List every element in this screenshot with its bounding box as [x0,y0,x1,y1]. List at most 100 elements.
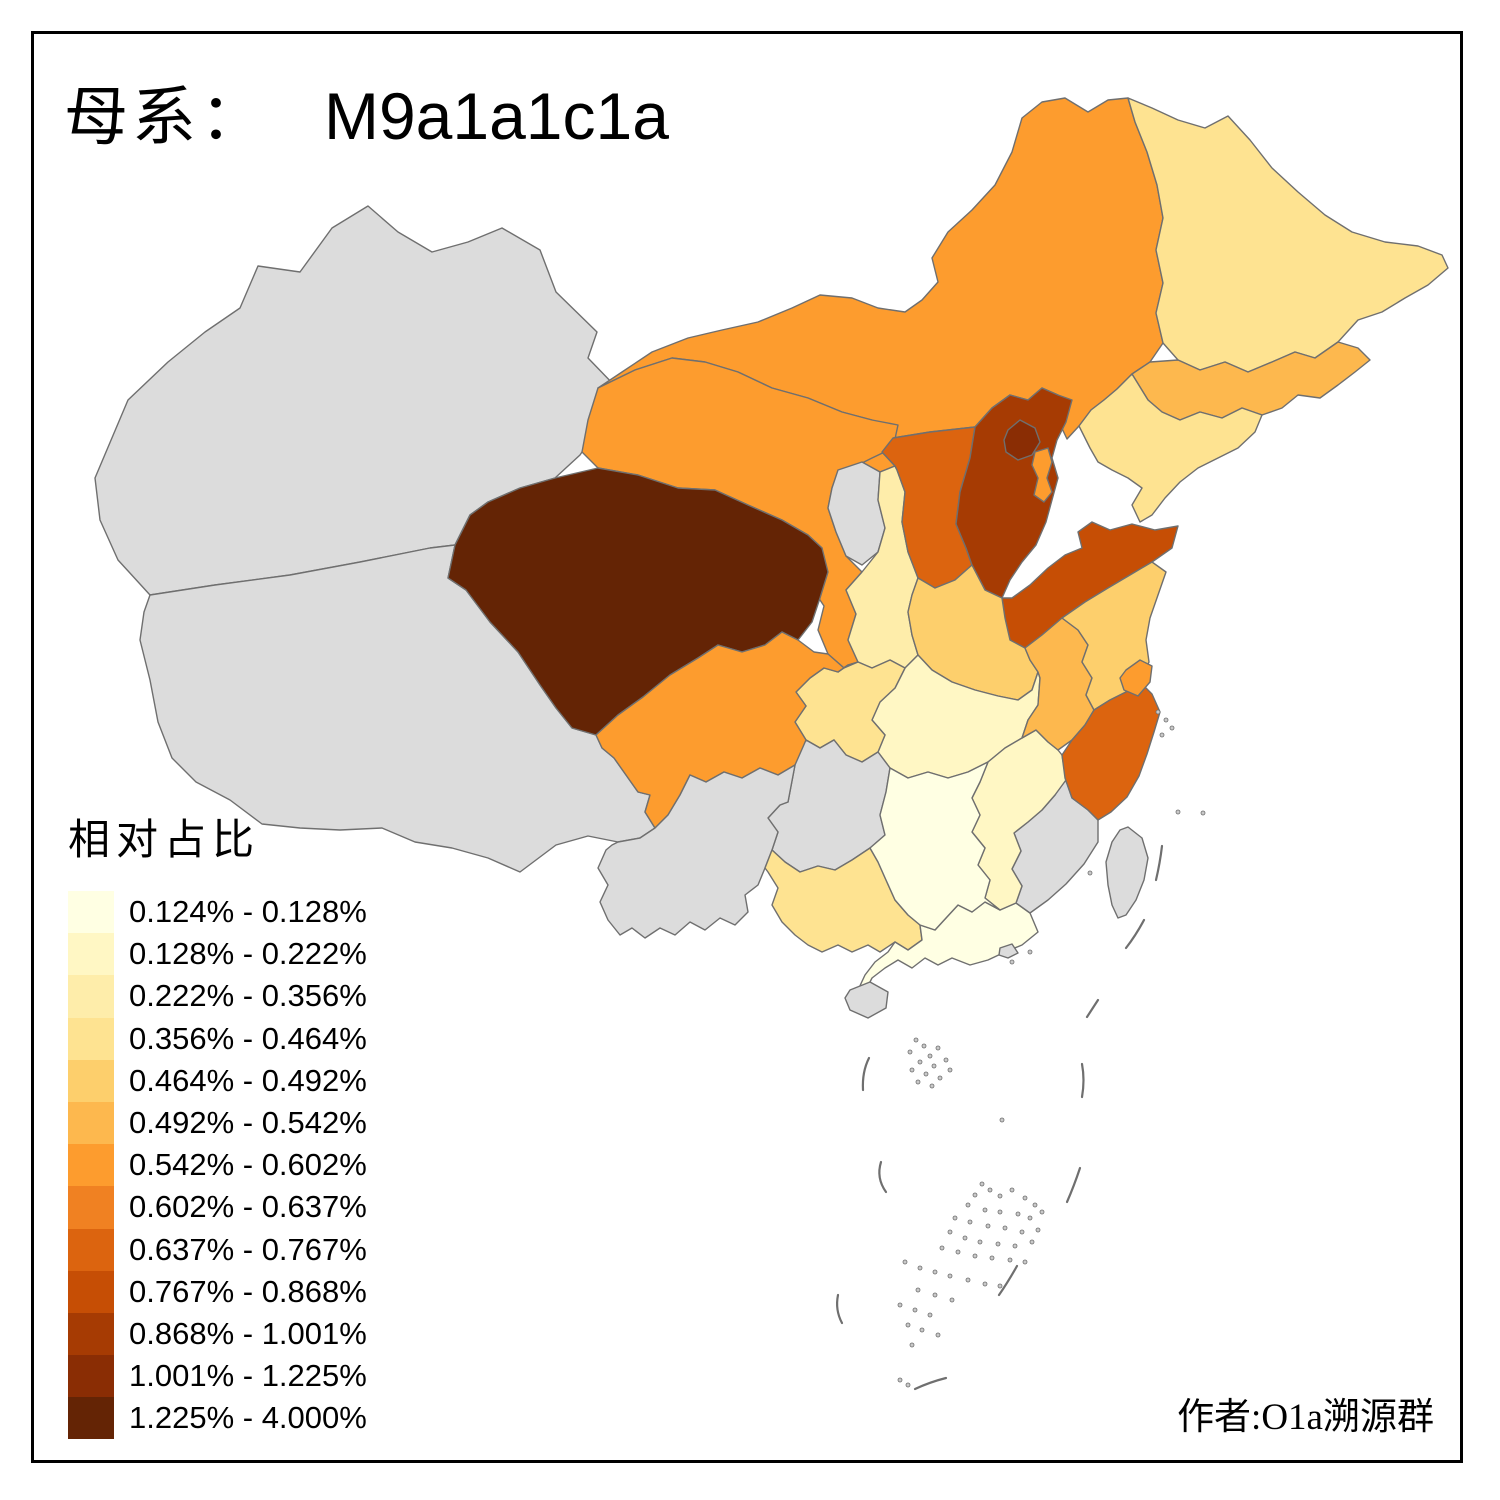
small-island-dot [929,1083,935,1089]
small-island-dot [1027,949,1033,955]
legend-title: 相对占比 [68,818,261,864]
small-island-dot [987,1187,993,1193]
legend-row: 0.637% - 0.767% [68,1228,367,1271]
small-island-dot [935,1045,941,1051]
small-island-dot [909,1067,915,1073]
legend-rows: 0.124% - 0.128% 0.128% - 0.222% 0.222% - 0… [68,891,367,1440]
legend-row: 0.128% - 0.222% [68,933,367,976]
legend-color-swatch [68,1270,114,1313]
small-island-dot [972,1253,978,1259]
sea-boundary-dash [913,1376,948,1391]
figure-title: 母系： M9a1a1c1a [64,66,669,158]
small-island-dot [912,1307,918,1313]
sea-boundary-dash [1080,1062,1085,1099]
small-island-dot [897,1302,903,1308]
province-ningxia [827,461,886,566]
small-island-dot [1032,1202,1038,1208]
legend-range-label: 0.356% - 0.464% [129,1020,367,1056]
small-island-dot [989,1255,995,1261]
legend-row: 0.602% - 0.637% [68,1186,367,1229]
small-island-dot [1039,1209,1045,1215]
legend-color-swatch [68,891,114,934]
small-island-dot [947,1229,953,1235]
small-island-dot [932,1269,938,1275]
small-island-dot [937,1075,943,1081]
legend-color-swatch [68,1144,114,1187]
small-island-dot [1022,1259,1028,1265]
legend-color-swatch [68,1017,114,1060]
small-island-dot [1009,959,1015,965]
small-island-dot [995,1241,1001,1247]
province-hunan [869,761,1001,931]
small-island-dot [905,1382,911,1388]
author-credit: 作者:O1a溯源群 [1177,1397,1434,1438]
legend: 相对占比 0.124% - 0.128% 0.128% - 0.222% 0.222… [68,806,367,1440]
small-island-dot [982,1207,988,1213]
small-island-dot [935,1332,941,1338]
small-island-dot [1015,1211,1021,1217]
small-island-dot [1035,1227,1041,1233]
small-island-dot [1087,870,1093,876]
sea-boundary-dash [1085,998,1100,1019]
small-island-dot [965,1202,971,1208]
province-shanghai [1119,659,1153,697]
legend-color-swatch [68,933,114,976]
legend-row: 0.542% - 0.602% [68,1144,367,1187]
sea-boundary-dash [997,1264,1019,1297]
small-island-dot [1009,1187,1015,1193]
small-island-dot [947,1273,953,1279]
legend-range-label: 1.001% - 1.225% [129,1358,367,1394]
province-liaoning [1078,373,1263,523]
small-island-dot [985,1223,991,1229]
legend-range-label: 0.602% - 0.637% [129,1189,367,1225]
small-island-dot [997,1193,1003,1199]
legend-row: 0.492% - 0.542% [68,1101,367,1145]
small-island-dot [967,1219,973,1225]
small-island-dot [972,1192,978,1198]
sea-boundary-dash [878,1160,888,1194]
small-island-dot [921,1043,927,1049]
small-island-dot [965,1277,971,1283]
province-taiwan [1105,826,1149,919]
small-island-dot [909,1342,915,1348]
small-island-dot [997,1283,1003,1289]
legend-range-label: 0.492% - 0.542% [129,1105,367,1141]
small-island-dot [1200,810,1206,816]
legend-color-swatch [68,1101,114,1145]
legend-row: 0.767% - 0.868% [68,1270,367,1313]
province-hainan [844,981,889,1019]
province-yunnan [597,764,796,939]
title-haplogroup-name: M9a1a1c1a [324,79,669,153]
province-hebei [955,387,1073,599]
small-island-dot [939,1245,945,1251]
small-island-dot [952,1215,958,1221]
legend-range-label: 1.225% - 4.000% [129,1400,367,1436]
small-island-dot [1175,809,1181,815]
sea-boundary-dash [836,1293,844,1325]
small-island-dot [915,1287,921,1293]
small-island-dot [905,1322,911,1328]
legend-color-swatch [68,1059,114,1102]
small-island-dot [923,1071,929,1077]
small-island-dot [902,1259,908,1265]
small-island-dot [919,1327,925,1333]
legend-color-swatch [68,1355,114,1398]
legend-range-label: 0.464% - 0.492% [129,1062,367,1098]
small-island-dot [999,1117,1005,1123]
small-island-dot [947,1067,953,1073]
small-island-dot [943,1057,949,1063]
small-island-dot [917,1265,923,1271]
small-island-dot [932,1292,938,1298]
legend-color-swatch [68,975,114,1018]
small-island-dot [927,1053,933,1059]
small-island-dot [931,1063,937,1069]
legend-range-label: 0.222% - 0.356% [129,978,367,1014]
legend-row: 0.868% - 1.001% [68,1312,367,1356]
small-island-dot [1169,725,1175,731]
small-island-dot [962,1235,968,1241]
legend-range-label: 0.868% - 1.001% [129,1315,367,1351]
small-island-dot [949,1297,955,1303]
legend-range-label: 0.124% - 0.128% [129,894,367,930]
